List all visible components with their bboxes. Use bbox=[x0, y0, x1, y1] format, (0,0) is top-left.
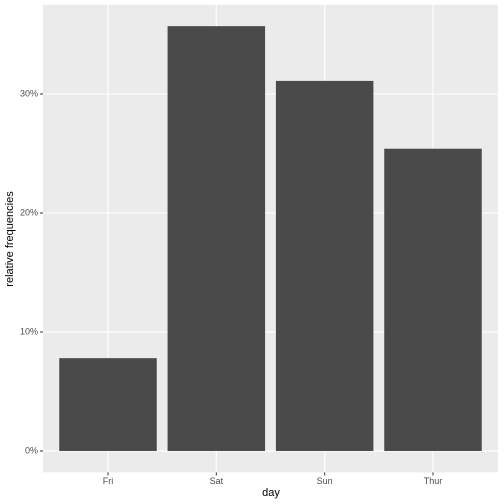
bar bbox=[59, 358, 157, 451]
y-tick-label: 20% bbox=[20, 207, 38, 217]
y-tick-label: 30% bbox=[20, 88, 38, 98]
x-tick-label: Sat bbox=[210, 476, 224, 486]
x-tick-label: Thur bbox=[424, 476, 443, 486]
y-tick-label: 10% bbox=[20, 326, 38, 336]
y-axis-title: relative frequencies bbox=[4, 191, 16, 287]
x-tick-label: Fri bbox=[103, 476, 114, 486]
bar bbox=[167, 26, 266, 451]
bar bbox=[384, 148, 482, 451]
y-tick-label: 0% bbox=[25, 445, 38, 455]
x-tick-label: Sun bbox=[317, 476, 333, 486]
bar bbox=[275, 80, 374, 451]
x-axis-title: day bbox=[262, 487, 280, 499]
